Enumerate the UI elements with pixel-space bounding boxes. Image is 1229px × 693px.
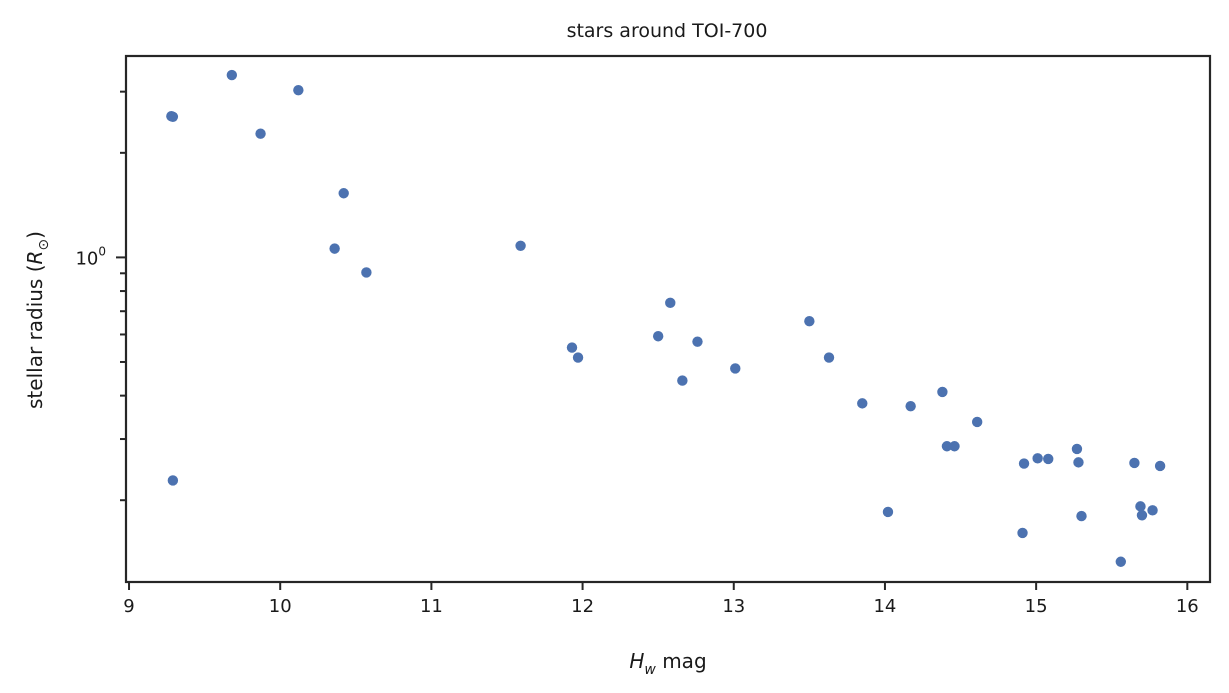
y-axis: 100	[75, 90, 126, 502]
data-point	[804, 316, 815, 327]
data-point	[971, 416, 983, 428]
data-point	[329, 243, 340, 254]
data-point	[1135, 501, 1146, 512]
x-tick-label: 16	[1176, 596, 1199, 617]
data-point	[1071, 443, 1083, 455]
x-tick-label: 10	[269, 596, 292, 617]
data-point	[167, 111, 179, 122]
data-point	[515, 240, 526, 251]
data-point	[293, 84, 304, 96]
data-point	[1043, 453, 1054, 465]
data-point	[1018, 458, 1030, 469]
data-point	[1147, 505, 1158, 516]
data-point	[1115, 556, 1127, 567]
x-tick-label: 11	[420, 596, 443, 617]
data-point	[167, 475, 179, 486]
data-point	[1136, 510, 1148, 521]
x-tick-label: 9	[123, 596, 134, 617]
data-point	[338, 188, 349, 199]
x-axis-label: Hw mag	[629, 649, 706, 678]
data-point	[1032, 453, 1043, 464]
chart-title: stars around TOI-700	[567, 20, 768, 42]
data-point	[361, 267, 372, 278]
data-point	[949, 441, 960, 452]
data-point	[882, 506, 894, 518]
data-point	[857, 398, 868, 409]
data-point	[572, 352, 584, 363]
data-point	[692, 336, 703, 347]
data-point	[677, 375, 688, 386]
data-point	[652, 331, 664, 342]
x-tick-label: 13	[722, 596, 745, 617]
data-point	[566, 342, 578, 353]
data-point	[1076, 510, 1087, 522]
data-point	[255, 128, 266, 139]
data-point	[905, 400, 916, 412]
y-axis-label: stellar radius (R⊙)	[23, 231, 52, 409]
data-point	[1017, 527, 1028, 539]
data-point	[730, 363, 741, 374]
data-point	[823, 352, 835, 363]
x-tick-label: 12	[571, 596, 594, 617]
data-point	[1129, 457, 1140, 469]
data-point	[1154, 460, 1166, 472]
x-tick-label: 15	[1025, 596, 1048, 617]
plot-frame	[124, 54, 1212, 584]
data-point	[941, 441, 953, 452]
x-tick-label: 14	[873, 596, 896, 617]
data-points	[166, 69, 1166, 567]
data-point	[665, 297, 676, 309]
x-axis: 9 10 11 12 13 14 15 16	[123, 582, 1199, 617]
data-point	[1073, 457, 1084, 468]
data-point	[226, 69, 238, 81]
y-tick-label: 100	[75, 244, 106, 269]
data-point	[937, 386, 948, 398]
